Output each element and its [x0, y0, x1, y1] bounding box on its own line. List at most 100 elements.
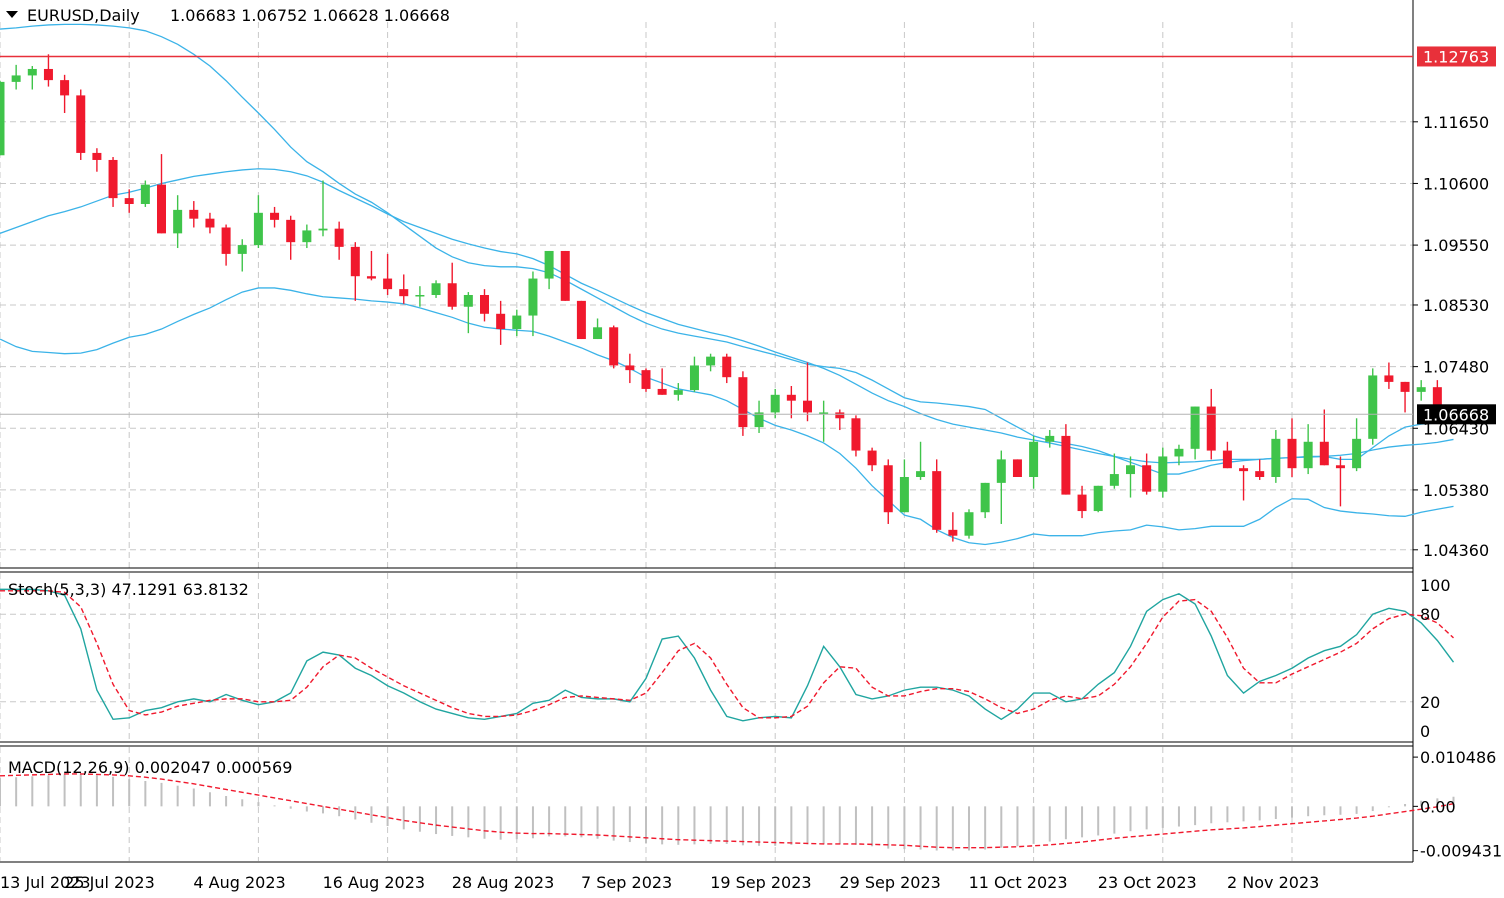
candle-body — [528, 278, 538, 316]
macd-signal-line — [0, 773, 1454, 849]
candle-body — [673, 390, 683, 395]
candle-body — [706, 356, 716, 366]
y-tick-label: 1.10600 — [1423, 174, 1489, 193]
bollinger-lower-line — [0, 287, 1454, 546]
candle-body — [286, 219, 296, 243]
candle-body — [1352, 438, 1362, 469]
candle-body — [609, 327, 619, 366]
candle-body — [948, 529, 958, 536]
candle-body — [1368, 375, 1378, 439]
symbol-label[interactable]: EURUSD,Daily — [27, 6, 140, 25]
candle-body — [641, 370, 651, 389]
candle-body — [1012, 459, 1022, 477]
x-tick-label: 28 Aug 2023 — [452, 873, 555, 892]
stoch-y-tick-label: 80 — [1420, 605, 1440, 624]
candle-body — [237, 245, 247, 254]
candle-body — [803, 400, 812, 413]
candle-body — [1190, 406, 1200, 449]
y-tick-label: 1.09550 — [1423, 236, 1489, 255]
candle-body — [932, 471, 942, 530]
candle-body — [463, 295, 473, 307]
candle-body — [1335, 465, 1345, 469]
candle-body — [60, 80, 70, 96]
candle-body — [302, 230, 312, 243]
x-tick-label: 11 Oct 2023 — [969, 873, 1068, 892]
stoch-y-tick-label: 100 — [1420, 576, 1451, 595]
macd-y-tick-label: 0.00 — [1420, 797, 1456, 816]
stochastic-lines — [0, 588, 1455, 722]
x-tick-label: 29 Sep 2023 — [839, 873, 940, 892]
candle-body — [140, 184, 150, 204]
candle-body — [1093, 485, 1103, 512]
macd-y-tick-label: -0.009431 — [1420, 842, 1502, 861]
candle-body — [770, 394, 780, 413]
current-price-tag-label: 1.06668 — [1423, 405, 1489, 424]
bollinger-upper-line — [0, 23, 1454, 475]
candle-body — [1158, 456, 1168, 492]
candle-body — [1319, 441, 1329, 466]
y-tick-label: 1.05380 — [1423, 481, 1489, 500]
y-tick-label: 1.08530 — [1423, 296, 1489, 315]
candle-body — [754, 412, 764, 428]
candle-body — [221, 227, 231, 254]
candle-body — [189, 209, 199, 219]
candle-body — [496, 313, 506, 330]
candle-body — [1432, 387, 1442, 412]
candle-body — [1303, 441, 1313, 469]
candle-body — [657, 388, 667, 395]
x-tick-label: 2 Nov 2023 — [1227, 873, 1319, 892]
x-tick-label: 13 Jul 2023 — [0, 873, 91, 892]
symbol-dropdown-icon[interactable] — [6, 11, 18, 18]
x-tick-label: 19 Sep 2023 — [710, 873, 811, 892]
candle-body — [722, 356, 732, 378]
candle-body — [253, 212, 263, 246]
candle-body — [786, 394, 796, 401]
current-price-tag — [1417, 404, 1496, 425]
candle-body — [916, 471, 926, 477]
macd-series — [0, 773, 1455, 851]
candle-body — [1255, 471, 1265, 477]
x-tick-label: 16 Aug 2023 — [323, 873, 426, 892]
candle-body — [1077, 494, 1087, 512]
candle-body — [205, 218, 215, 228]
candle-body — [1239, 468, 1249, 472]
candle-body — [1222, 450, 1232, 469]
candle-body — [27, 68, 37, 76]
candle-body — [964, 512, 974, 536]
candle-body — [399, 289, 409, 297]
macd-y-tick-label: 0.010486 — [1420, 748, 1496, 767]
candle-body — [1109, 474, 1119, 486]
candles — [0, 54, 1458, 542]
candle-body — [899, 477, 909, 513]
y-tick-label: 1.11650 — [1423, 113, 1489, 132]
candle-body — [270, 212, 280, 220]
candle-body — [1206, 406, 1216, 451]
candle-body — [819, 412, 829, 414]
ohlc-values: 1.06683 1.06752 1.06628 1.06668 — [170, 6, 450, 25]
candle-body — [996, 459, 1006, 483]
candle-body — [318, 228, 328, 231]
x-tick-label: 4 Aug 2023 — [193, 873, 285, 892]
candle-body — [689, 365, 699, 391]
y-tick-label: 1.04360 — [1423, 541, 1489, 560]
stoch-y-tick-label: 0 — [1420, 722, 1430, 741]
candle-body — [43, 68, 53, 81]
candle-body — [851, 418, 861, 451]
candle-body — [447, 283, 457, 307]
candle-body — [0, 81, 5, 156]
candle-body — [576, 300, 586, 340]
candle-body — [124, 198, 134, 204]
candle-body — [867, 450, 877, 466]
candle-body — [431, 283, 441, 295]
candle-body — [1061, 435, 1071, 495]
bollinger-middle-line — [0, 168, 1454, 464]
candle-body — [76, 95, 86, 153]
candle-body — [560, 250, 570, 301]
stochastic-title: Stoch(5,3,3) 47.1291 63.8132 — [8, 580, 249, 599]
candle-body — [1174, 448, 1184, 457]
candle-body — [1416, 387, 1426, 392]
candle-body — [544, 250, 554, 279]
macd-title: MACD(12,26,9) 0.002047 0.000569 — [8, 758, 292, 777]
